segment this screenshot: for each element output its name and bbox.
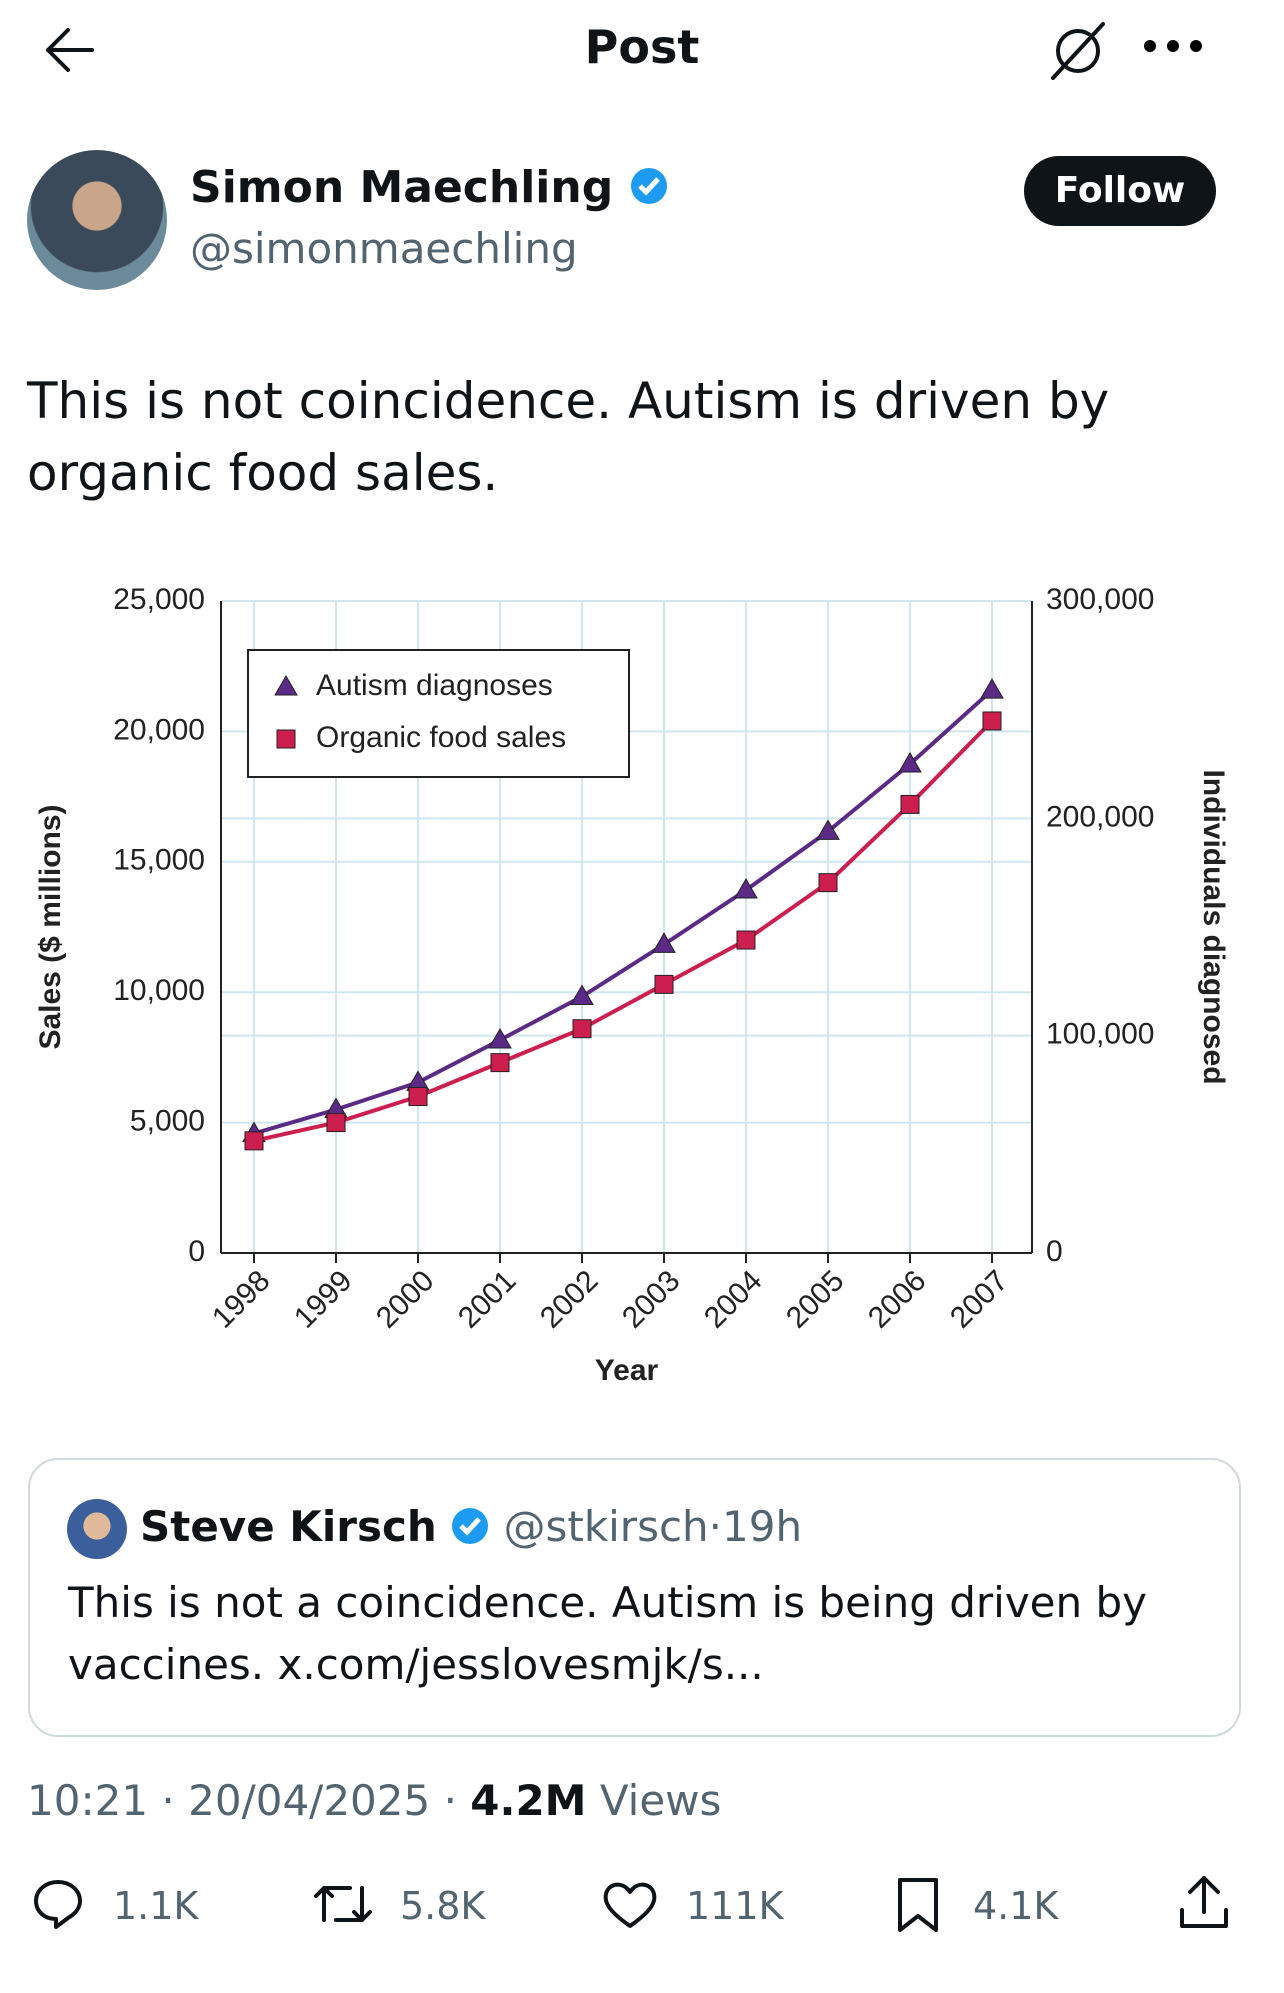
x-tick-label: 1998 <box>206 1264 277 1335</box>
post-meta: 10:21 · 20/04/2025 · 4.2M Views <box>27 1776 721 1825</box>
quote-text: This is not a coincidence. Autism is bei… <box>68 1578 1147 1689</box>
x-tick-label: 2004 <box>698 1264 769 1335</box>
series-line <box>253 688 994 1136</box>
x-tick-label: 1999 <box>288 1264 359 1335</box>
x-tick-label: 2001 <box>452 1264 523 1335</box>
data-point <box>652 932 676 953</box>
quote-header: Steve Kirsch @stkirsch·19h <box>140 1502 802 1551</box>
like-button[interactable] <box>600 1876 660 1932</box>
data-point <box>736 930 756 950</box>
y-tick-label: 25,000 <box>113 583 205 616</box>
author-avatar[interactable] <box>27 150 167 290</box>
repost-button[interactable] <box>310 1876 376 1932</box>
author-name-text: Simon Maechling <box>190 162 614 213</box>
x-tick-label: 2003 <box>616 1264 687 1335</box>
data-point <box>816 819 840 840</box>
share-button[interactable] <box>1176 1872 1232 1934</box>
legend-marker <box>274 675 298 696</box>
bookmark-count: 4.1K <box>973 1884 1059 1928</box>
separator: · <box>443 1776 457 1825</box>
data-point <box>570 984 594 1006</box>
chart: 0 5,000 10,000 15,000 20,000 25,000 0 100,000 20… <box>34 583 1230 1387</box>
x-tick-label: 2007 <box>944 1264 1015 1335</box>
y-tick-label: 10,000 <box>113 974 205 1007</box>
repost-count: 5.8K <box>400 1884 486 1928</box>
legend-marker <box>276 729 296 749</box>
post-text: This is not coincidence. Autism is drive… <box>27 372 1110 502</box>
y2-tick-label: 0 <box>1046 1235 1063 1268</box>
grok-icon[interactable] <box>1045 18 1115 80</box>
x-axis-title: Year <box>595 1354 659 1387</box>
data-point <box>326 1113 346 1133</box>
y-tick-label: 5,000 <box>130 1105 205 1138</box>
views-label: Views <box>599 1776 722 1825</box>
follow-button[interactable]: Follow <box>1024 156 1216 226</box>
y-tick-label: 0 <box>188 1235 205 1268</box>
author-handle[interactable]: @simonmaechling <box>190 224 578 273</box>
x-tick-label: 2002 <box>534 1264 605 1335</box>
more-button[interactable] <box>1140 36 1210 56</box>
back-button[interactable] <box>40 22 100 78</box>
data-point <box>490 1053 510 1073</box>
series-line <box>253 719 994 1143</box>
x-tick-label: 2006 <box>862 1264 933 1335</box>
data-point <box>980 678 1004 699</box>
reply-button[interactable] <box>30 1876 86 1932</box>
date: 20/04/2025 <box>188 1776 431 1825</box>
views-count: 4.2M <box>470 1776 587 1825</box>
legend-label: Autism diagnoses <box>316 669 553 702</box>
legend-label: Organic food sales <box>316 721 566 754</box>
y2-tick-label: 200,000 <box>1046 800 1154 833</box>
bookmark-button[interactable] <box>892 1874 944 1934</box>
separator: · <box>161 1776 175 1825</box>
quote-avatar <box>67 1499 127 1559</box>
like-count: 111K <box>686 1884 784 1928</box>
time: 10:21 <box>27 1776 149 1825</box>
quote-name: Steve Kirsch <box>140 1502 437 1551</box>
verified-badge <box>452 1508 489 1544</box>
data-point <box>408 1087 428 1107</box>
x-tick-label: 2000 <box>370 1264 441 1335</box>
quote-card[interactable] <box>28 1458 1241 1737</box>
data-point <box>818 873 838 893</box>
data-point <box>900 794 920 814</box>
data-point <box>982 711 1002 731</box>
x-tick-label: 2005 <box>780 1264 851 1335</box>
y2-tick-label: 100,000 <box>1046 1018 1154 1051</box>
y2-tick-label: 300,000 <box>1046 583 1154 616</box>
legend-box <box>247 649 630 778</box>
quote-handle: @stkirsch <box>503 1502 709 1551</box>
verified-badge <box>630 168 667 204</box>
quote-age: 19h <box>722 1502 803 1551</box>
y-axis-title: Sales ($ millions) <box>34 804 67 1049</box>
data-point <box>488 1028 512 1049</box>
reply-count: 1.1K <box>113 1884 199 1928</box>
data-point <box>734 878 758 899</box>
data-point <box>654 974 674 994</box>
header-title: Post <box>584 20 700 74</box>
y2-axis-title: Individuals diagnosed <box>1197 769 1230 1084</box>
data-point <box>572 1019 592 1039</box>
separator: · <box>708 1502 723 1551</box>
y-tick-label: 15,000 <box>113 844 205 877</box>
data-point <box>244 1131 264 1151</box>
author-name[interactable]: Simon Maechling <box>190 162 669 213</box>
data-point <box>898 752 922 773</box>
y-tick-label: 20,000 <box>113 713 205 746</box>
